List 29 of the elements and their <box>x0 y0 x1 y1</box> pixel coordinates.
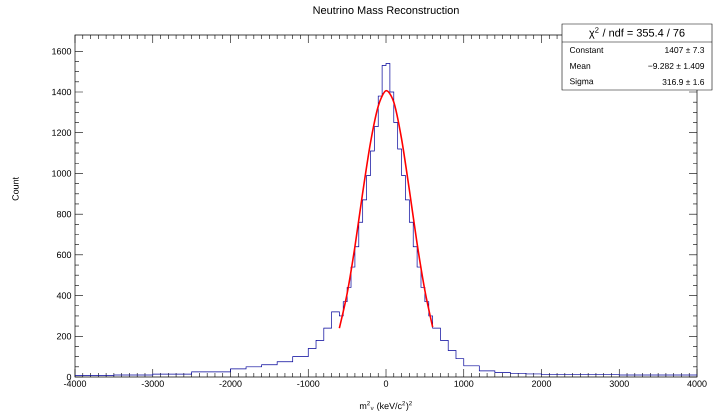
annotation: Sigma <box>570 78 594 86</box>
x-tick-label: -2000 <box>219 380 242 387</box>
x-tick-label: -3000 <box>142 380 164 387</box>
line-series <box>338 90 434 329</box>
annotation: Mean <box>570 63 590 69</box>
y-tick-label: 1600 <box>52 48 72 54</box>
x-axis-title: m$^{2}$$_{ν}$ (keV/c$^{2}$)$^{2}$ <box>360 401 412 411</box>
annotation: −9.282 ± 1.409 <box>648 63 704 69</box>
y-tick-label: 800 <box>56 210 72 218</box>
x-tick-label: -1000 <box>297 380 320 387</box>
annotation: 1407 ± 7.3 <box>665 47 704 53</box>
x-tick-label: 3000 <box>610 380 629 387</box>
x-tick-label: 0 <box>384 380 388 387</box>
x-tick-label: 2000 <box>532 380 552 387</box>
x-tick-label: 1000 <box>454 380 474 387</box>
x-tick-label: -4000 <box>64 380 86 387</box>
chart-title: Neutrino Mass Reconstruction <box>314 6 459 14</box>
y-tick-label: 1400 <box>52 88 72 96</box>
x-tick-label: 4000 <box>687 380 707 387</box>
y-tick-label: 200 <box>56 333 72 340</box>
y-tick-label: 1200 <box>52 130 72 136</box>
y-tick-label: 0 <box>66 374 72 380</box>
annotation: χ$^{2}$ / ndf = 355.4 / 76 <box>589 27 685 39</box>
annotation: Constant <box>570 47 604 53</box>
y-axis-title: Count <box>12 177 19 200</box>
y-tick-label: 600 <box>56 252 72 258</box>
y-tick-label: 1000 <box>52 170 72 177</box>
annotation: 316.9 ± 1.6 <box>662 79 704 85</box>
y-tick-label: 400 <box>56 292 72 299</box>
